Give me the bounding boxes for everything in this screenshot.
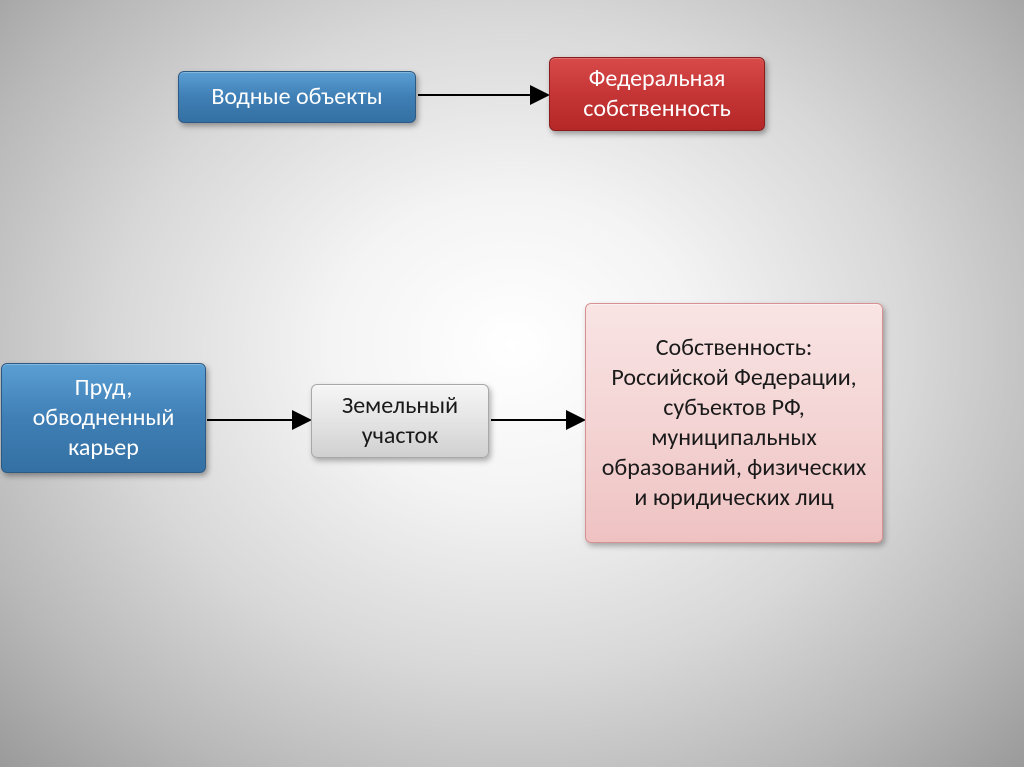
node-label: Земельный участок xyxy=(326,391,474,451)
node-pond-quarry: Пруд, обводненный карьер xyxy=(1,363,206,473)
node-ownership-list: Собственность: Российской Федерации, суб… xyxy=(585,303,883,543)
node-label: Федеральная собственность xyxy=(564,64,750,124)
node-land-plot: Земельный участок xyxy=(311,384,489,458)
node-water-objects: Водные объекты xyxy=(178,71,416,123)
node-label: Собственность: Российской Федерации, суб… xyxy=(600,333,868,513)
node-federal-ownership: Федеральная собственность xyxy=(549,57,765,131)
node-label: Пруд, обводненный карьер xyxy=(16,373,191,463)
node-label: Водные объекты xyxy=(211,82,382,112)
